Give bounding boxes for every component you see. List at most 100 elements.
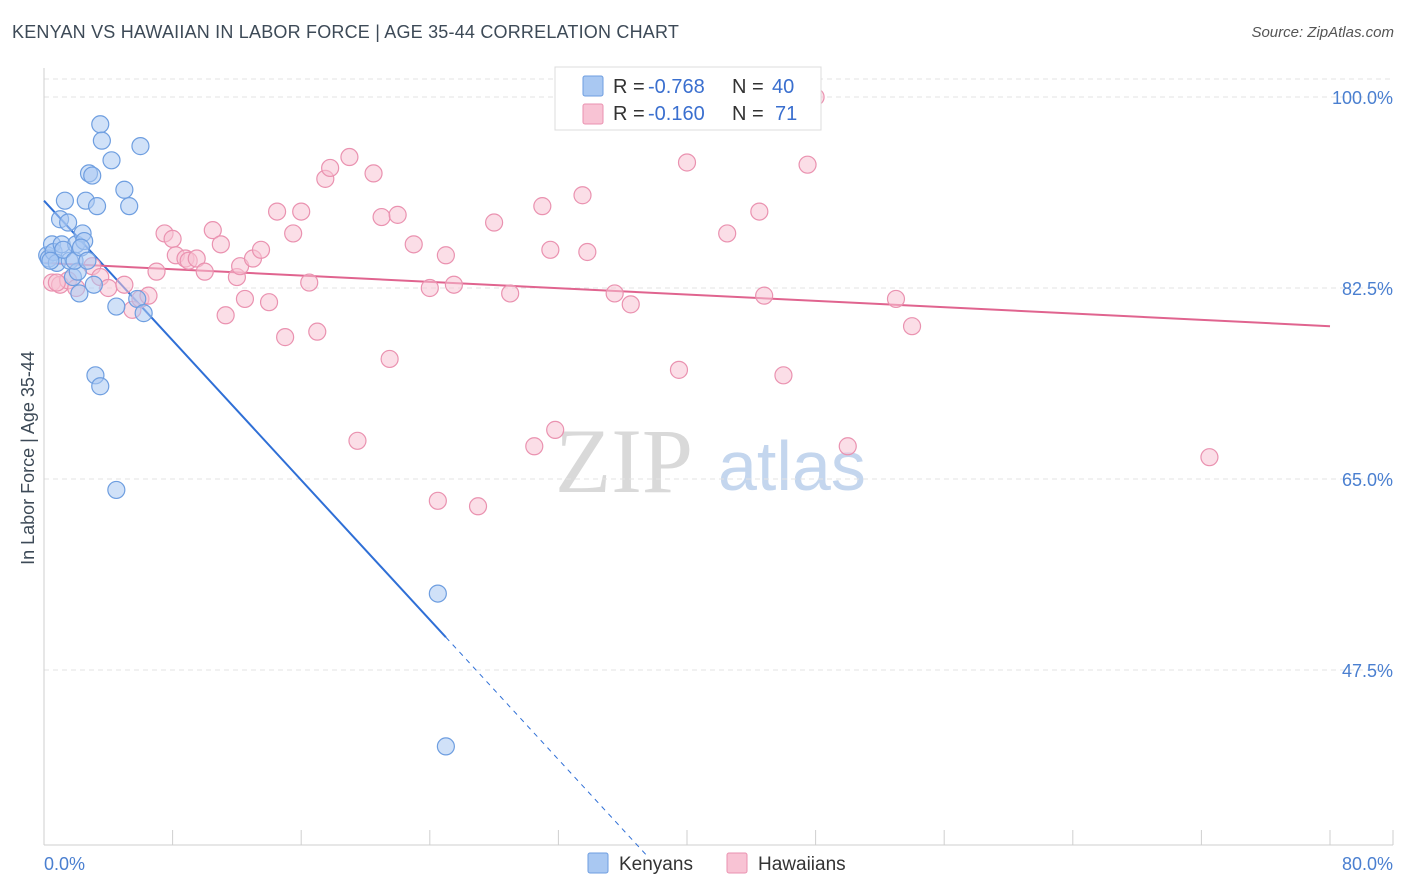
hawaiian-point <box>774 366 793 385</box>
bottom-legend-kenyan-swatch <box>587 852 609 874</box>
hawaiian-point <box>444 275 464 294</box>
bottom-legend-hawaiian-swatch <box>726 852 748 874</box>
kenyan-point <box>59 213 78 232</box>
kenyan-point <box>115 180 134 199</box>
hawaiian-point <box>340 147 359 167</box>
kenyan-point <box>102 151 121 170</box>
hawaiian-point <box>546 420 565 439</box>
hawaiian-point <box>428 491 447 510</box>
hawaiian-point <box>380 349 399 369</box>
hawaiian-trend-line <box>43 261 1331 328</box>
kenyan-point <box>41 251 60 270</box>
hawaiian-point <box>195 262 214 281</box>
hawaiian-point <box>308 322 327 341</box>
hawaiian-point <box>187 249 206 268</box>
y-tick-label: 65.0% <box>1342 470 1393 490</box>
kenyan-point <box>92 131 111 150</box>
bottom-legend: Kenyans Hawaiians <box>587 852 846 875</box>
hawaiian-point <box>388 205 407 224</box>
watermark-zip: ZIP <box>555 410 693 512</box>
legend-box: R = -0.768 N = 40 R = -0.160 N = 71 <box>554 66 822 131</box>
hawaiian-point <box>541 240 560 259</box>
trend-lines <box>43 200 1331 856</box>
kenyan-point <box>436 737 455 756</box>
hawaiian-point <box>468 497 488 516</box>
hawaiian-point <box>886 289 906 309</box>
bottom-legend-hawaiians: Hawaiians <box>758 854 846 875</box>
hawaiian-point <box>1200 448 1219 467</box>
legend-kenyan-r: -0.768 <box>648 76 705 98</box>
hawaiian-point <box>292 202 311 221</box>
kenyan-point <box>83 166 102 185</box>
hawaiian-point <box>755 286 774 305</box>
legend-hawaiian-swatch <box>582 103 604 125</box>
kenyan-trend-line <box>43 200 447 638</box>
data-points <box>38 87 1219 756</box>
kenyan-point <box>54 240 73 259</box>
hawaiian-point <box>902 317 922 336</box>
source-label: Source: ZipAtlas.com <box>1251 24 1394 41</box>
kenyan-point <box>84 275 103 294</box>
axes <box>43 68 1394 846</box>
kenyan-point <box>134 304 153 323</box>
hawaiian-point <box>348 431 367 450</box>
hawaiian-point <box>798 155 817 174</box>
hawaiian-point <box>436 246 455 265</box>
kenyan-point <box>131 137 150 156</box>
kenyan-point <box>55 191 74 210</box>
hawaiian-point <box>251 240 271 259</box>
y-tick-label: 100.0% <box>1332 88 1393 108</box>
hawaiian-point <box>276 328 295 347</box>
hawaiian-point <box>533 197 552 216</box>
hawaiian-point <box>750 202 769 221</box>
hawaiian-point <box>364 164 383 183</box>
legend-hawaiian-n: 71 <box>775 103 797 125</box>
hawaiian-point <box>47 273 66 292</box>
legend-kenyan-swatch <box>582 75 604 97</box>
hawaiian-point <box>677 153 697 172</box>
kenyan-point <box>78 251 97 270</box>
kenyan-trend-extension <box>445 636 648 856</box>
hawaiian-point <box>267 202 287 221</box>
legend-kenyan-n: 40 <box>772 76 794 98</box>
x-tick-label-end: 80.0% <box>1342 854 1393 874</box>
hawaiian-point <box>284 224 303 243</box>
kenyan-point <box>91 377 110 396</box>
hawaiian-point <box>838 437 857 456</box>
kenyan-point <box>428 584 447 603</box>
legend-n-label: N = <box>732 76 764 98</box>
hawaiian-point <box>235 289 255 309</box>
hawaiian-point <box>300 273 319 292</box>
hawaiian-point <box>211 235 230 254</box>
hawaiian-point <box>372 207 391 227</box>
hawaiian-point <box>669 360 689 379</box>
hawaiian-point <box>163 229 182 248</box>
y-tick-label: 47.5% <box>1342 661 1393 681</box>
hawaiian-point <box>501 284 520 303</box>
hawaiian-point <box>718 224 737 243</box>
kenyan-point <box>70 284 89 303</box>
hawaiian-point <box>525 437 544 456</box>
legend-r-label: R = <box>613 76 645 98</box>
hawaiian-point <box>420 278 439 298</box>
hawaiian-point <box>115 275 134 294</box>
hawaiian-point <box>321 158 340 178</box>
hawaiian-point <box>573 186 592 205</box>
kenyan-point <box>87 197 107 216</box>
hawaiian-point <box>621 295 640 314</box>
grid-lines <box>44 78 1393 671</box>
hawaiian-point <box>203 221 222 240</box>
hawaiian-point <box>578 242 597 262</box>
legend-r-label: R = <box>613 103 645 125</box>
chart-title: KENYAN VS HAWAIIAN IN LABOR FORCE | AGE … <box>12 22 680 42</box>
x-tick-label-start: 0.0% <box>44 854 85 874</box>
hawaiian-point <box>605 284 624 303</box>
kenyan-point <box>107 480 126 500</box>
y-axis-title: In Labor Force | Age 35-44 <box>18 351 38 565</box>
kenyan-point <box>120 197 139 216</box>
hawaiian-point <box>147 262 166 281</box>
legend-hawaiian-r: -0.160 <box>648 103 705 125</box>
kenyan-point <box>107 297 126 316</box>
kenyan-point <box>91 115 110 134</box>
